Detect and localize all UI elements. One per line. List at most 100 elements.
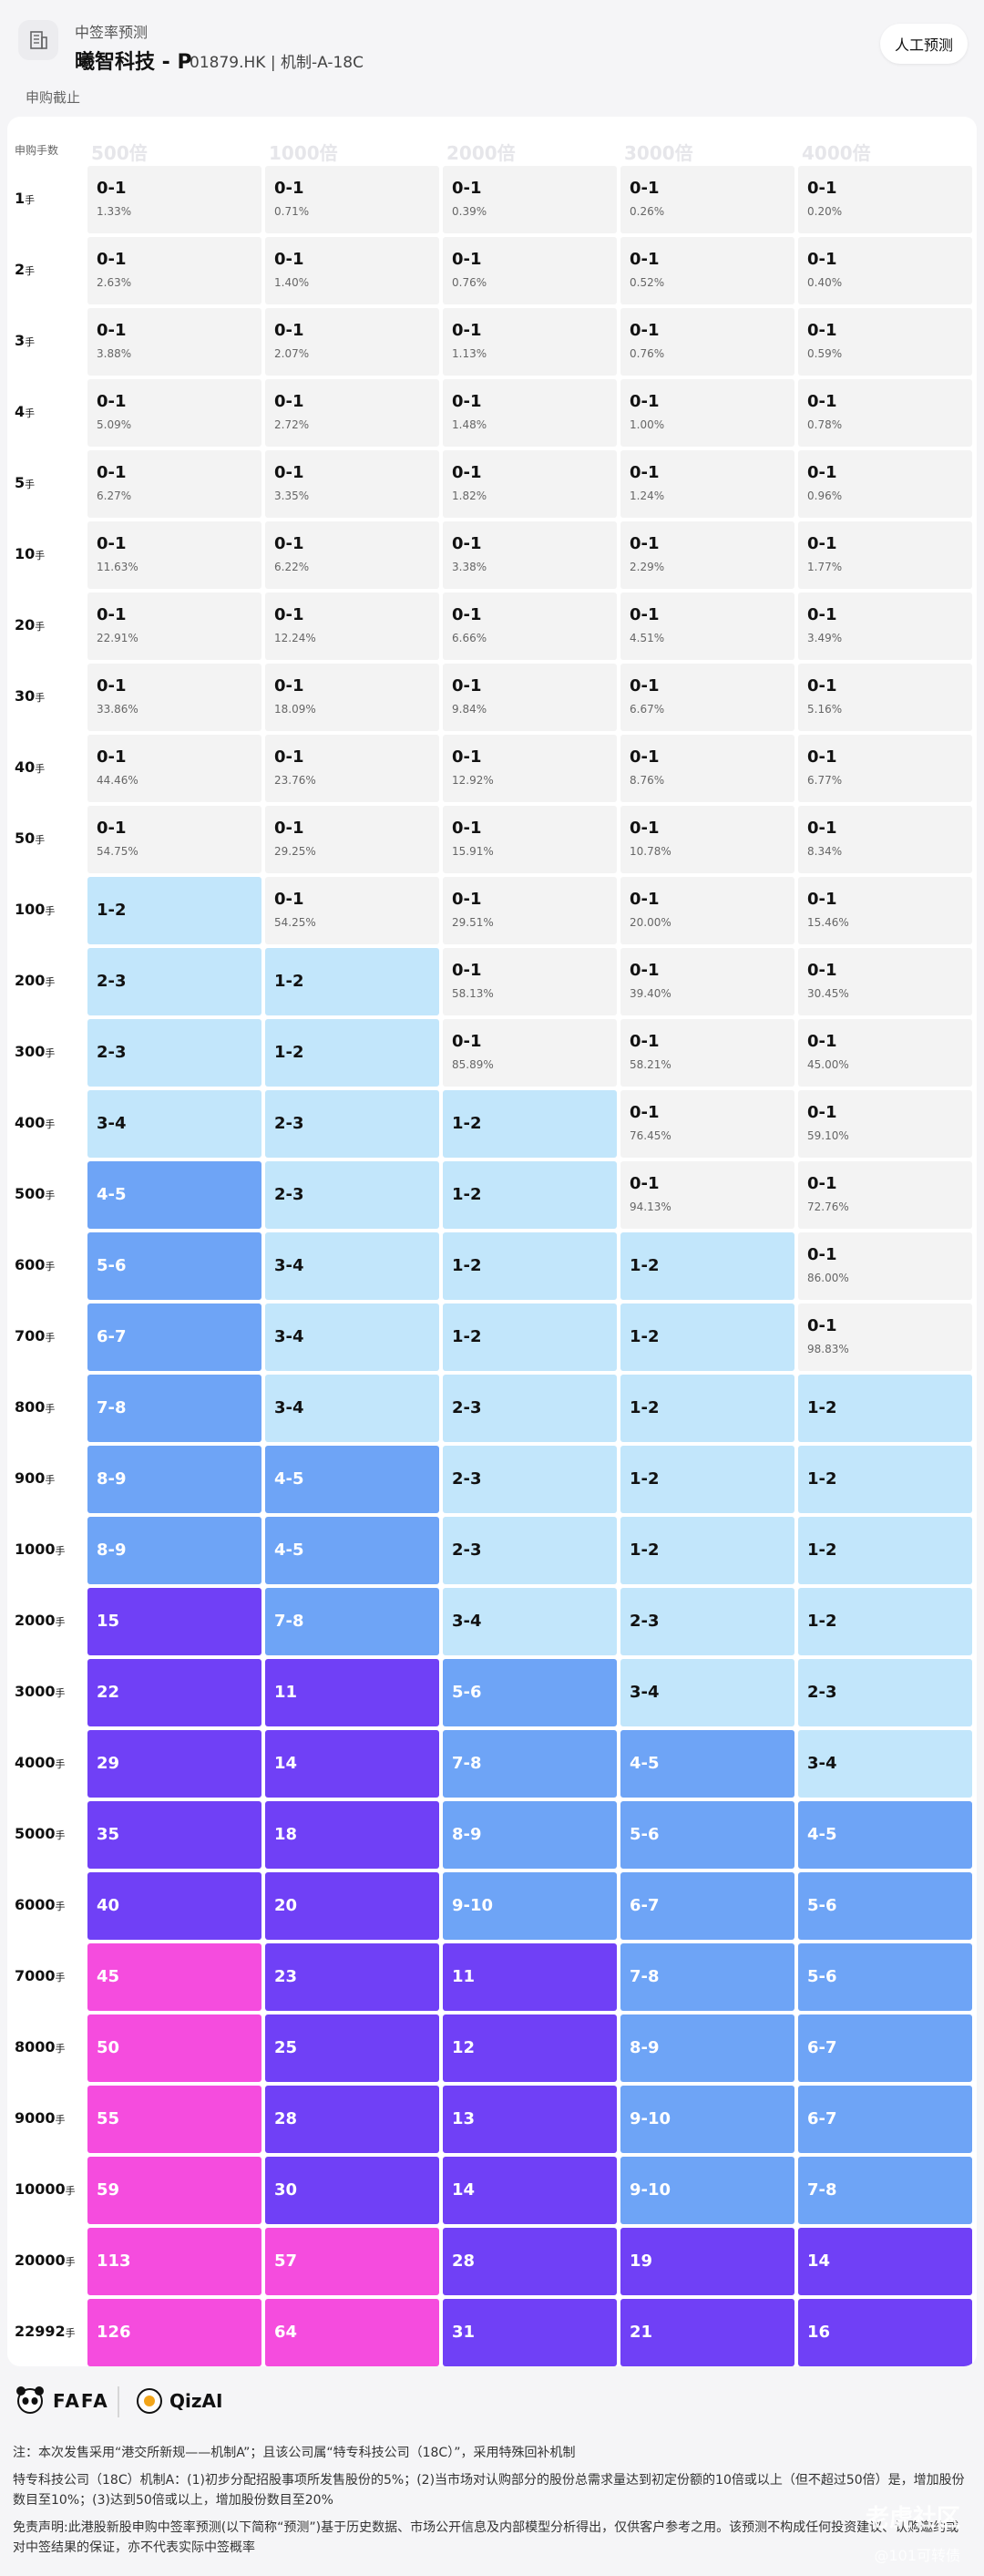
win-probability: 44.46% [97, 774, 138, 787]
table-cell: 64 [265, 2299, 439, 2366]
table-cell: 25 [265, 2014, 439, 2082]
allotted-lots: 0-1 [807, 321, 837, 340]
allotted-lots: 16 [807, 2323, 831, 2342]
row-label: 1手 [15, 190, 35, 207]
qizai-logo-icon [137, 2388, 162, 2414]
allotted-lots: 7-8 [274, 1612, 304, 1631]
allotted-lots: 14 [274, 1754, 298, 1773]
table-cell: 0-1 1.48% [443, 379, 617, 447]
row-lots: 1000 [15, 1540, 56, 1558]
table-cell: 0-1 0.78% [798, 379, 972, 447]
win-probability: 3.49% [807, 632, 843, 644]
table-cell: 0-1 0.59% [798, 308, 972, 376]
table-cell: 14 [265, 1730, 439, 1798]
table-cell: 2-3 [443, 1517, 617, 1584]
row-lots: 900 [15, 1469, 46, 1487]
row-label: 600手 [15, 1256, 55, 1273]
win-probability: 0.96% [807, 489, 843, 502]
table-cell: 0-1 15.91% [443, 806, 617, 873]
table-cell: 6-7 [798, 2014, 972, 2082]
allotted-lots: 1-2 [630, 1398, 660, 1417]
row-unit: 手 [45, 1047, 56, 1059]
allotted-lots: 0-1 [807, 1103, 837, 1122]
allotted-lots: 8-9 [97, 1469, 127, 1489]
row-lots: 10000 [15, 2180, 66, 2198]
row-label: 3手 [15, 332, 35, 349]
row-unit: 手 [65, 2256, 76, 2268]
table-cell: 1-2 [443, 1232, 617, 1300]
watermark-community: 老虎社区 [865, 2505, 960, 2532]
allotted-lots: 0-1 [630, 392, 660, 411]
row-unit: 手 [25, 407, 36, 419]
row-label: 40手 [15, 758, 45, 776]
win-probability: 3.38% [452, 561, 487, 573]
table-cell: 3-4 [265, 1375, 439, 1442]
table-cell: 7-8 [87, 1375, 261, 1442]
table-cell: 0-1 18.09% [265, 664, 439, 731]
table-cell: 0-1 58.13% [443, 948, 617, 1015]
row-unit: 手 [25, 265, 36, 277]
table-cell: 2-3 [87, 948, 261, 1015]
row-label: 3000手 [15, 1683, 66, 1700]
row-unit: 手 [25, 194, 36, 206]
allotted-lots: 0-1 [807, 250, 837, 269]
allotted-lots: 4-5 [630, 1754, 660, 1773]
table-cell: 19 [620, 2228, 794, 2295]
row-unit: 手 [35, 692, 46, 704]
table-cell: 1-2 [798, 1588, 972, 1655]
table-cell: 1-2 [265, 948, 439, 1015]
allotted-lots: 2-3 [97, 1043, 127, 1062]
table-cell: 0-1 12.24% [265, 592, 439, 660]
win-probability: 0.39% [452, 205, 487, 218]
allotted-lots: 12 [452, 2038, 476, 2057]
allotted-lots: 2-3 [274, 1185, 304, 1204]
row-unit: 手 [45, 1332, 56, 1344]
table-cell: 0-1 23.76% [265, 735, 439, 802]
allotted-lots: 3-4 [630, 1683, 660, 1702]
allotted-lots: 0-1 [452, 890, 482, 909]
row-unit: 手 [65, 2185, 76, 2197]
allotted-lots: 0-1 [274, 250, 304, 269]
row-lots: 4000 [15, 1754, 56, 1771]
table-cell: 1-2 [798, 1517, 972, 1584]
allotted-lots: 0-1 [807, 392, 837, 411]
row-unit: 手 [35, 763, 46, 775]
table-cell: 35 [87, 1801, 261, 1869]
allotted-lots: 5-6 [97, 1256, 127, 1275]
allotted-lots: 9-10 [630, 2109, 671, 2128]
win-probability: 2.63% [97, 276, 132, 289]
allotted-lots: 0-1 [97, 321, 127, 340]
allotted-lots: 0-1 [274, 890, 304, 909]
allotted-lots: 0-1 [452, 250, 482, 269]
table-cell: 0-1 1.00% [620, 379, 794, 447]
allotted-lots: 40 [97, 1896, 120, 1915]
allotted-lots: 29 [97, 1754, 120, 1773]
allotted-lots: 0-1 [274, 819, 304, 838]
row-lots: 300 [15, 1043, 46, 1060]
allotted-lots: 0-1 [452, 605, 482, 624]
manual-predict-button[interactable]: 人工预测 [880, 24, 968, 64]
logo-bar: FAFA QizAI [0, 2366, 984, 2439]
table-cell: 0-1 86.00% [798, 1232, 972, 1300]
win-probability: 6.67% [630, 703, 665, 716]
table-cell: 12 [443, 2014, 617, 2082]
allotted-lots: 8-9 [630, 2038, 660, 2057]
win-probability: 76.45% [630, 1129, 671, 1142]
allotted-lots: 18 [274, 1825, 298, 1844]
column-header: 1000倍 [269, 142, 338, 164]
allotted-lots: 3-4 [97, 1114, 127, 1133]
row-unit: 手 [25, 336, 36, 348]
table-cell: 15 [87, 1588, 261, 1655]
row-lots: 2000 [15, 1612, 56, 1629]
allotted-lots: 0-1 [807, 747, 837, 767]
row-unit: 手 [45, 1474, 56, 1486]
row-label: 2000手 [15, 1612, 66, 1629]
allotted-lots: 3-4 [807, 1754, 837, 1773]
table-cell: 6-7 [87, 1303, 261, 1371]
allotted-lots: 0-1 [97, 747, 127, 767]
table-cell: 0-1 1.82% [443, 450, 617, 518]
allotted-lots: 5-6 [630, 1825, 660, 1844]
allotted-lots: 0-1 [274, 321, 304, 340]
allotted-lots: 0-1 [630, 890, 660, 909]
allotted-lots: 1-2 [452, 1185, 482, 1204]
